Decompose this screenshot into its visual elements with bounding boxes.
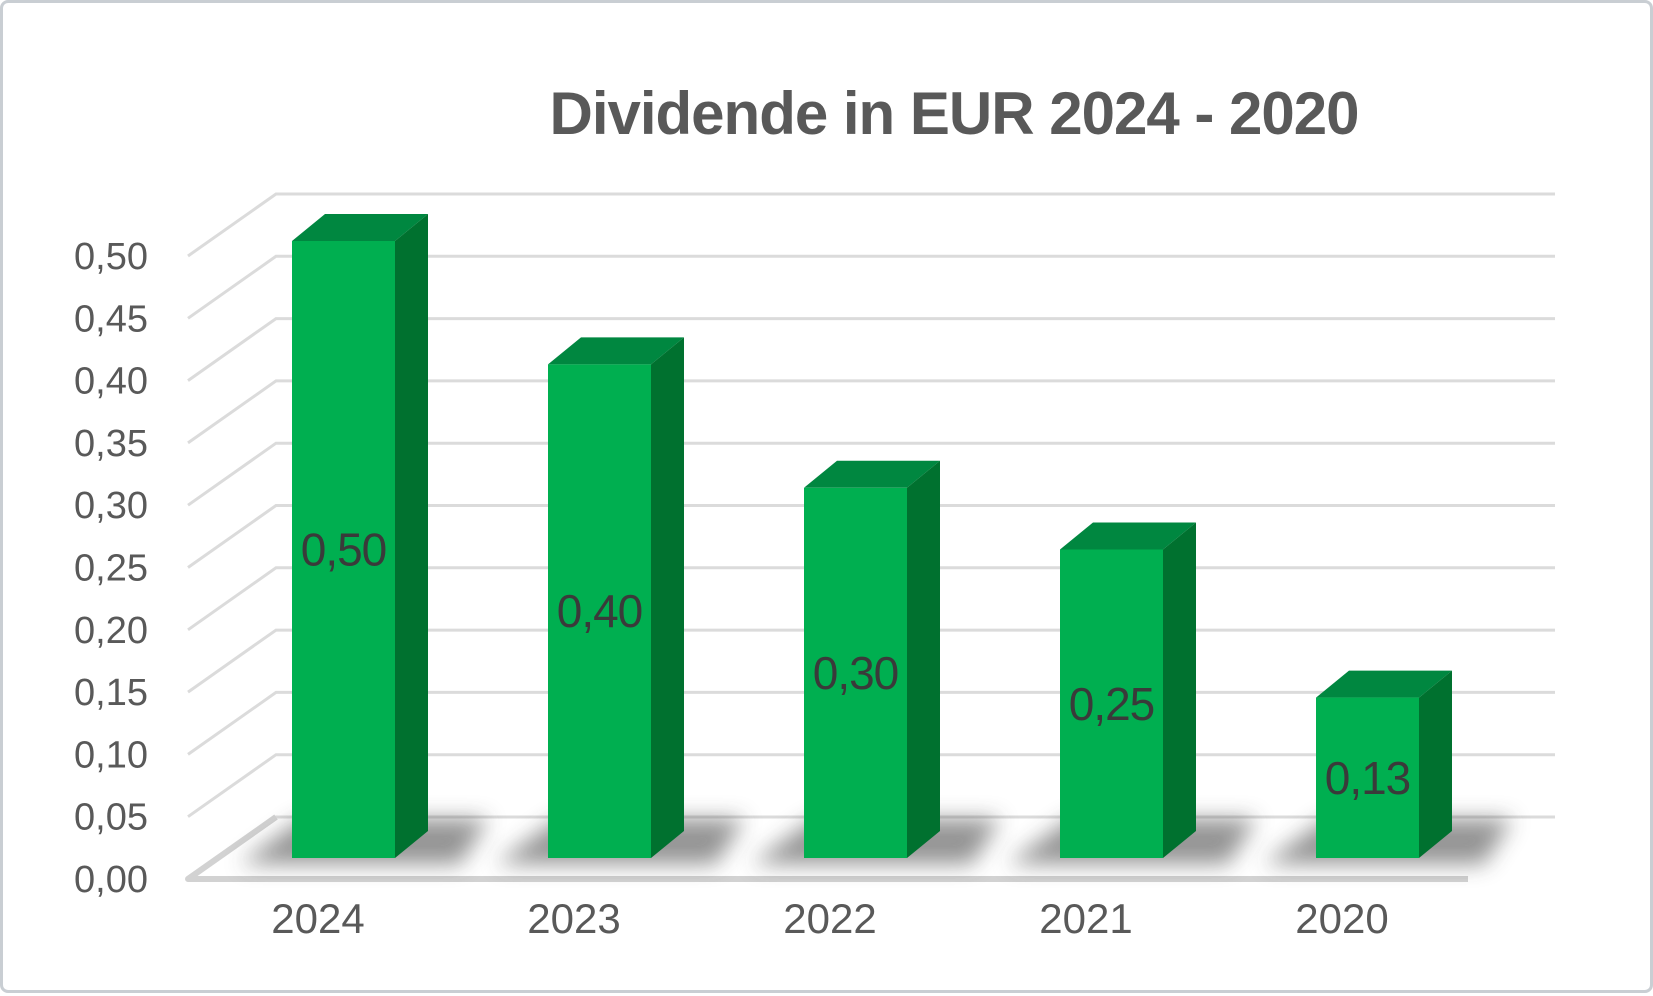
- y-axis-tick-label: 0,30: [74, 485, 148, 527]
- bar-value-label: 0,13: [1325, 752, 1411, 804]
- y-axis-tick-label: 0,45: [74, 298, 148, 340]
- y-axis-tick-label: 0,05: [74, 797, 148, 839]
- bar-side-face: [1419, 671, 1452, 858]
- bar-value-label: 0,25: [1069, 678, 1155, 730]
- y-axis-tick-label: 0,40: [74, 361, 148, 403]
- y-axis-tick-label: 0,15: [74, 672, 148, 714]
- bars: 0,50 2024 0,40 2023 0,30 2022 0,25 2021 0,13 2020: [240, 214, 1512, 942]
- y-axis-tick-label: 0,50: [74, 236, 148, 278]
- bar-2022: 0,30 2022: [752, 461, 1000, 942]
- y-axis-tick-label: 0,25: [74, 548, 148, 590]
- x-axis-category-label: 2021: [1039, 895, 1132, 942]
- dividend-bar-chart-canvas: 0,00 0,05 0,10 0,15 0,20 0,25 0,30 0,35 0,40 0,45…: [3, 3, 1653, 996]
- bar-value-label: 0,40: [557, 585, 643, 637]
- bar-side-face: [1163, 523, 1196, 859]
- bar-value-label: 0,30: [813, 647, 899, 699]
- x-axis-category-label: 2024: [271, 895, 364, 942]
- bar-2020: 0,13 2020: [1264, 671, 1512, 942]
- y-axis-tick-label: 0,00: [74, 859, 148, 901]
- bar-side-face: [907, 461, 940, 858]
- bar-side-face: [651, 337, 684, 858]
- x-axis-category-label: 2020: [1295, 895, 1388, 942]
- y-axis-tick-label: 0,35: [74, 423, 148, 465]
- y-axis: 0,00 0,05 0,10 0,15 0,20 0,25 0,30 0,35 0,40 0,45…: [74, 236, 148, 901]
- y-axis-tick-label: 0,20: [74, 610, 148, 652]
- x-axis-category-label: 2022: [783, 895, 876, 942]
- y-axis-tick-label: 0,10: [74, 734, 148, 776]
- bar-side-face: [395, 214, 428, 858]
- bar-value-label: 0,50: [301, 524, 387, 576]
- bar-2023: 0,40 2023: [496, 337, 744, 942]
- x-axis-category-label: 2023: [527, 895, 620, 942]
- bar-2024: 0,50 2024: [240, 214, 488, 942]
